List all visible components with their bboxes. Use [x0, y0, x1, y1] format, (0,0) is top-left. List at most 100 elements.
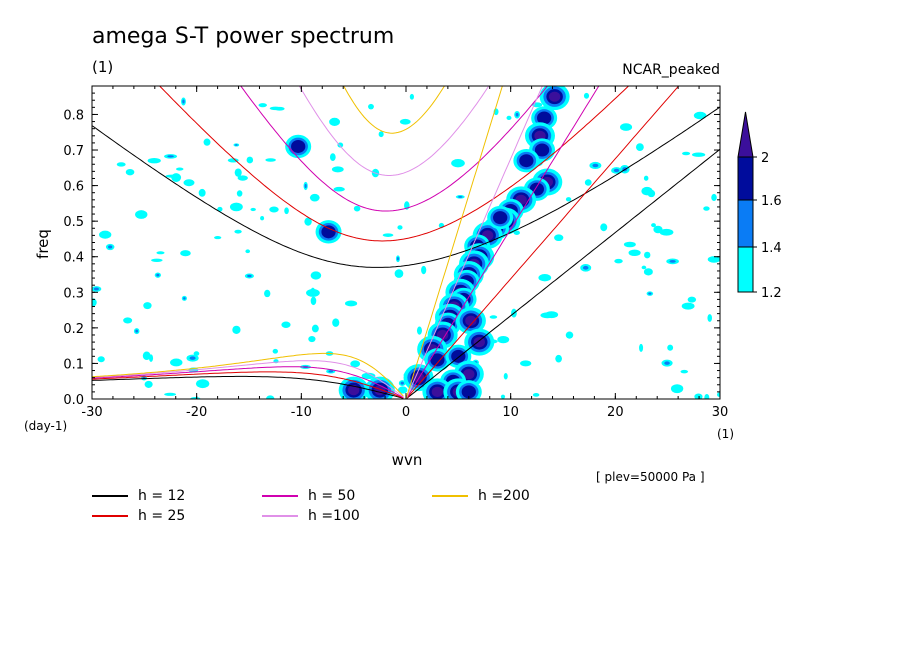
- noise-speck: [143, 302, 152, 310]
- noise-speck: [628, 249, 641, 257]
- dispersion-curve-er: [92, 375, 404, 399]
- colorbar-cap: [737, 111, 754, 158]
- noise-speck-core: [592, 163, 599, 168]
- noise-speck-core: [396, 257, 399, 261]
- legend-item-h12: h = 12: [92, 488, 185, 504]
- legend-item-h25: h = 25: [92, 508, 185, 524]
- noise-speck: [229, 202, 243, 212]
- noise-speck-core: [458, 195, 463, 198]
- noise-speck: [707, 314, 713, 322]
- y-tick-label: 0.4: [63, 251, 84, 266]
- noise-speck-core: [167, 155, 174, 158]
- noise-speck: [310, 296, 317, 306]
- dispersion-curve-er: [92, 360, 404, 398]
- noise-speck: [641, 265, 647, 270]
- noise-speck: [716, 392, 720, 397]
- noise-speck: [281, 321, 291, 328]
- noise-speck: [309, 193, 320, 202]
- noise-speck: [236, 190, 243, 197]
- x-tick-label: -30: [81, 405, 102, 420]
- dispersion-curve-er: [92, 366, 404, 399]
- power-blob-peak: [548, 91, 561, 102]
- noise-speck: [214, 236, 222, 240]
- noise-speck: [284, 207, 289, 215]
- noise-speck: [506, 115, 512, 121]
- noise-speck: [399, 118, 411, 125]
- legend-label: h = 12: [138, 488, 186, 504]
- noise-speck: [123, 317, 133, 324]
- noise-speck: [489, 315, 498, 319]
- noise-speck: [565, 331, 574, 339]
- noise-speck: [500, 394, 506, 399]
- y-tick-label: 0.0: [63, 393, 84, 408]
- noise-speck: [681, 302, 695, 310]
- dispersion-curve-kelvin: [405, 86, 503, 399]
- noise-speck: [583, 92, 590, 99]
- noise-speck: [246, 156, 254, 164]
- dispersion-curve-kelvin: [405, 86, 600, 399]
- noise-speck: [329, 153, 336, 162]
- colorbar-label: 1.6: [761, 194, 782, 209]
- noise-speck: [707, 256, 720, 263]
- colorbar-segment: [737, 156, 754, 201]
- legend-label: h =200: [478, 488, 530, 504]
- legend-item-h100: h =100: [262, 508, 360, 524]
- dispersion-curve-er: [92, 352, 404, 397]
- power-blob-peak: [347, 385, 360, 396]
- dispersion-curve-er: [92, 371, 404, 399]
- noise-speck: [584, 179, 592, 186]
- noise-speck-core: [156, 273, 160, 277]
- x-tick-label: -10: [291, 405, 312, 420]
- noise-speck-core: [582, 265, 589, 270]
- noise-speck: [394, 269, 404, 278]
- legend-label: h = 50: [308, 488, 356, 504]
- power-blob-peak: [463, 369, 475, 380]
- noise-speck: [164, 392, 177, 396]
- noise-speck: [639, 343, 644, 352]
- noise-speck: [687, 296, 697, 303]
- noise-speck: [497, 335, 510, 344]
- power-blob-inner: [493, 211, 508, 225]
- noise-speck: [99, 230, 112, 239]
- legend-item-h200: h =200: [432, 488, 530, 504]
- dispersion-curve-kelvin: [405, 86, 543, 399]
- noise-speck: [635, 143, 644, 151]
- noise-speck: [416, 326, 422, 335]
- noise-speck: [272, 348, 279, 354]
- noise-speck: [532, 393, 540, 397]
- noise-speck: [421, 265, 427, 275]
- dispersion-curve-ig: [298, 86, 490, 176]
- noise-speck: [409, 93, 414, 100]
- noise-speck: [310, 271, 322, 280]
- dispersion-curves-layer: [92, 86, 720, 399]
- power-blob-peak: [465, 315, 477, 326]
- noise-speck: [258, 103, 267, 108]
- noise-speck: [125, 169, 135, 176]
- colorbar-label: 1.4: [761, 241, 782, 256]
- noise-speck: [540, 312, 555, 319]
- y-tick-label: 0.8: [63, 108, 84, 123]
- noise-speck: [503, 373, 508, 380]
- noise-speck: [308, 336, 316, 343]
- colorbar: 1.2 1.4 1.6 2: [737, 111, 782, 301]
- noise-speck-core: [108, 245, 113, 249]
- noise-speck: [176, 167, 184, 171]
- noise-speck: [643, 175, 649, 181]
- noise-speck: [171, 173, 182, 182]
- noise-speck: [304, 217, 312, 226]
- noise-speck: [331, 166, 344, 173]
- y-tick-label: 0.3: [63, 286, 84, 301]
- noise-speck: [260, 216, 265, 221]
- noise-speck: [353, 205, 361, 212]
- noise-speck-core: [400, 381, 404, 385]
- legend-swatch: [262, 515, 298, 517]
- noise-speck-core: [664, 361, 670, 365]
- noise-speck: [135, 210, 148, 219]
- noise-speck: [190, 396, 201, 399]
- noise-speck: [704, 394, 710, 399]
- noise-speck: [451, 158, 465, 168]
- noise-speck: [227, 158, 239, 163]
- power-blob-inner: [537, 111, 552, 125]
- power-blob-inner: [291, 139, 306, 153]
- noise-speck: [232, 325, 241, 335]
